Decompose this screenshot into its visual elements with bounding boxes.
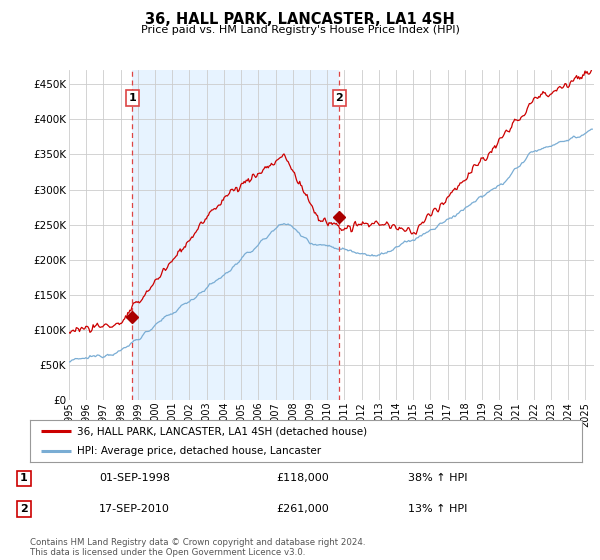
Text: HPI: Average price, detached house, Lancaster: HPI: Average price, detached house, Lanc… [77, 446, 321, 456]
Text: 01-SEP-1998: 01-SEP-1998 [99, 473, 170, 483]
Bar [132, 70, 340, 400]
Text: 38% ↑ HPI: 38% ↑ HPI [408, 473, 467, 483]
Text: 2: 2 [20, 504, 28, 514]
Text: 1: 1 [20, 473, 28, 483]
Text: Price paid vs. HM Land Registry's House Price Index (HPI): Price paid vs. HM Land Registry's House … [140, 25, 460, 35]
Text: Contains HM Land Registry data © Crown copyright and database right 2024.
This d: Contains HM Land Registry data © Crown c… [30, 538, 365, 557]
Text: 36, HALL PARK, LANCASTER, LA1 4SH (detached house): 36, HALL PARK, LANCASTER, LA1 4SH (detac… [77, 426, 367, 436]
Text: 1: 1 [128, 93, 136, 103]
Text: £261,000: £261,000 [276, 504, 329, 514]
Text: 13% ↑ HPI: 13% ↑ HPI [408, 504, 467, 514]
Text: 36, HALL PARK, LANCASTER, LA1 4SH: 36, HALL PARK, LANCASTER, LA1 4SH [145, 12, 455, 27]
Text: 17-SEP-2010: 17-SEP-2010 [99, 504, 170, 514]
Text: 2: 2 [335, 93, 343, 103]
Text: £118,000: £118,000 [276, 473, 329, 483]
